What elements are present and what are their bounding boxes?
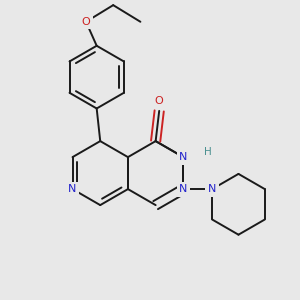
Text: O: O [82,17,90,27]
Text: N: N [179,152,188,162]
Text: O: O [155,96,164,106]
Text: N: N [208,184,216,194]
Text: N: N [179,184,188,194]
Text: H: H [204,147,212,157]
Text: N: N [68,184,77,194]
